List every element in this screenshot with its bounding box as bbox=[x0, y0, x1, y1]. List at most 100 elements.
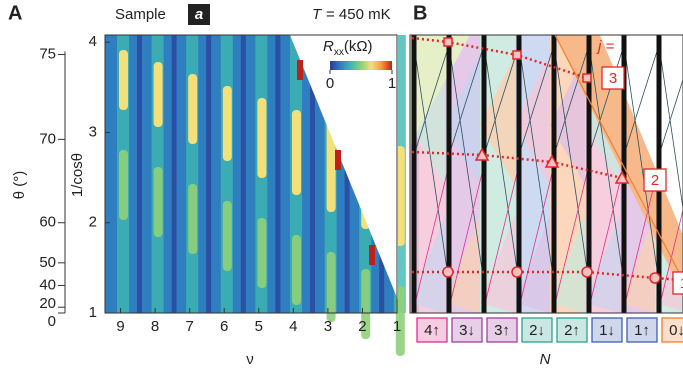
diag-line bbox=[553, 44, 590, 284]
diag-line bbox=[518, 44, 555, 284]
j-marker bbox=[649, 272, 661, 284]
frame bbox=[409, 34, 683, 314]
diag-line bbox=[553, 44, 590, 156]
j-label: 2 bbox=[651, 172, 659, 189]
diag-line bbox=[658, 208, 683, 309]
y2-tick-label: 40 bbox=[39, 276, 56, 293]
category-label: 3↓ bbox=[459, 322, 475, 339]
frame bbox=[104, 34, 398, 314]
j-label: 3 bbox=[609, 70, 617, 87]
diag-line bbox=[518, 164, 555, 309]
category-label: 0↓ bbox=[669, 322, 683, 339]
diag-line bbox=[658, 44, 683, 211]
heatmap-blob bbox=[153, 167, 163, 237]
annotation: = 450 mK bbox=[326, 6, 391, 23]
heatmap-stripe bbox=[171, 35, 177, 313]
y2-tick-label: 75 bbox=[39, 45, 56, 62]
colorbar-tick-label: 1 bbox=[388, 75, 396, 92]
heatmap-blob bbox=[222, 201, 232, 271]
y-axis-label: 1/cosθ bbox=[69, 153, 86, 197]
heatmap-blob bbox=[119, 50, 128, 110]
diag-line bbox=[448, 44, 485, 156]
y-tick-label: 1 bbox=[89, 304, 97, 321]
heatmap-blob bbox=[188, 184, 198, 254]
diag-line bbox=[413, 44, 450, 156]
j-marker bbox=[544, 154, 560, 168]
x-tick-label: 6 bbox=[220, 318, 228, 335]
x-tick-label: 5 bbox=[255, 318, 263, 335]
x-tick-label: 4 bbox=[289, 318, 297, 335]
x-axis-label: ν bbox=[246, 351, 254, 368]
y2-tick-label: 20 bbox=[39, 295, 56, 312]
annotation: j = bbox=[596, 38, 615, 55]
j-label-box bbox=[643, 168, 667, 192]
x-tick-label: 8 bbox=[151, 318, 159, 335]
heatmap-blob bbox=[257, 218, 267, 288]
region bbox=[515, 55, 550, 185]
j-marker bbox=[443, 37, 453, 47]
heatmap-peak bbox=[297, 60, 303, 80]
j-marker bbox=[614, 170, 630, 184]
x-tick-label: 7 bbox=[185, 318, 193, 335]
diag-line bbox=[623, 44, 660, 156]
x-tick-label: 3 bbox=[324, 318, 332, 335]
heatmap-blob bbox=[395, 146, 405, 246]
diag-line bbox=[413, 44, 450, 284]
y2-tick-label: 60 bbox=[39, 214, 56, 231]
category-label: 2↓ bbox=[529, 322, 545, 339]
heatmap-stripe bbox=[220, 35, 233, 313]
category-box bbox=[626, 317, 658, 343]
heatmap-blob bbox=[222, 86, 232, 161]
category-label: 1↑ bbox=[634, 322, 650, 339]
j-line bbox=[411, 36, 588, 80]
j-line bbox=[412, 270, 683, 282]
badge-box bbox=[188, 4, 210, 25]
j-marker bbox=[442, 266, 454, 278]
category-box bbox=[486, 317, 518, 343]
j-marker bbox=[474, 147, 490, 161]
j-marker bbox=[581, 266, 593, 278]
heatmap-stripe bbox=[137, 35, 142, 313]
diag-line bbox=[553, 164, 590, 309]
category-box bbox=[556, 317, 588, 343]
category-label: 2↑ bbox=[564, 322, 580, 339]
category-box bbox=[451, 317, 483, 343]
no-data-region bbox=[290, 35, 398, 300]
y2-axis-label: θ (°) bbox=[11, 171, 28, 200]
j-label: 1 bbox=[680, 275, 683, 292]
region bbox=[480, 55, 515, 185]
heatmap-blob bbox=[153, 62, 163, 127]
heatmap-blob bbox=[257, 98, 267, 178]
x-tick-label: 2 bbox=[358, 318, 366, 335]
diag-line bbox=[448, 164, 485, 309]
edge-line bbox=[554, 34, 683, 281]
colorbar bbox=[330, 61, 392, 70]
heatmap-stripe bbox=[240, 35, 246, 313]
heatmap-blob bbox=[292, 110, 301, 195]
diag-line bbox=[658, 78, 683, 156]
heatmap-blob bbox=[326, 252, 336, 322]
y-tick-label: 4 bbox=[89, 33, 97, 50]
diag-line bbox=[518, 44, 555, 156]
colorbar-tick-label: 0 bbox=[326, 75, 334, 92]
diag-line bbox=[448, 44, 485, 284]
category-label: 1↓ bbox=[599, 322, 615, 339]
category-label: 3↑ bbox=[494, 322, 510, 339]
category-box bbox=[521, 317, 553, 343]
heatmap-peak bbox=[369, 245, 375, 265]
y2-tick-label: 0 bbox=[48, 313, 56, 330]
x-tick-label: 9 bbox=[116, 318, 124, 335]
panel-title: Sample bbox=[115, 6, 166, 23]
category-box bbox=[591, 317, 623, 343]
j-line bbox=[411, 150, 623, 180]
y-tick-label: 2 bbox=[89, 214, 97, 231]
x-axis-label: N bbox=[540, 351, 551, 368]
category-label: 4↑ bbox=[424, 322, 440, 339]
diag-line bbox=[623, 44, 660, 284]
heatmap-blob bbox=[188, 74, 198, 144]
region bbox=[445, 55, 480, 185]
panel-label: A bbox=[8, 2, 22, 24]
y2-tick-label: 70 bbox=[39, 130, 56, 147]
diag-line bbox=[588, 44, 625, 156]
